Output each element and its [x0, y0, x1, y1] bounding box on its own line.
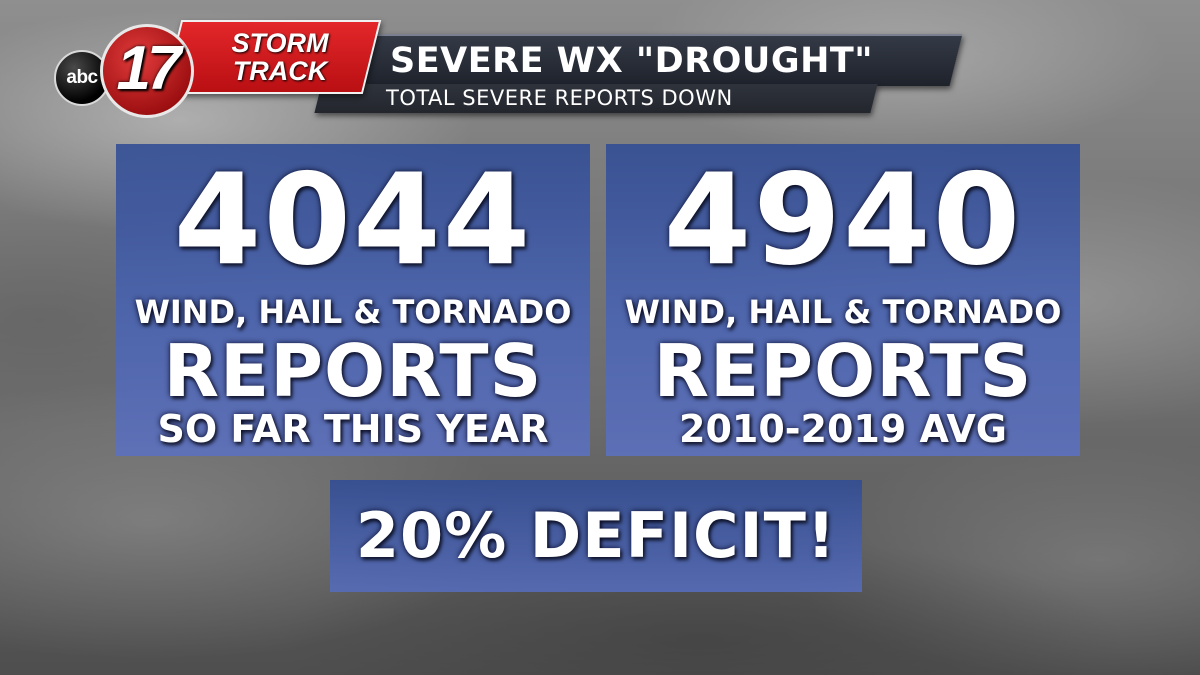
- this-year-panel: 4044 WIND, HAIL & TORNADO REPORTS SO FAR…: [116, 144, 590, 456]
- this-year-reports-label: REPORTS: [163, 329, 543, 413]
- deficit-callout: 20% DEFICIT!: [330, 480, 862, 592]
- this-year-period: SO FAR THIS YEAR: [157, 407, 549, 451]
- stormtrack-badge: STORM TRACK: [190, 20, 370, 94]
- network-label: abc: [66, 67, 98, 88]
- average-panel: 4940 WIND, HAIL & TORNADO REPORTS 2010-2…: [606, 144, 1080, 456]
- average-period: 2010-2019 AVG: [679, 407, 1007, 451]
- this-year-report-types: WIND, HAIL & TORNADO: [134, 293, 572, 331]
- average-reports-label: REPORTS: [653, 329, 1033, 413]
- channel-badge: 17: [100, 24, 194, 118]
- channel-number: 17: [116, 34, 182, 103]
- station-logo: abc 17: [54, 20, 374, 120]
- show-name-line2: TRACK: [232, 56, 328, 86]
- average-report-types: WIND, HAIL & TORNADO: [624, 293, 1062, 331]
- page-title: SEVERE WX "DROUGHT": [390, 41, 873, 81]
- average-count: 4940: [663, 146, 1023, 293]
- show-name-line1: STORM: [231, 28, 329, 58]
- page-subtitle: TOTAL SEVERE REPORTS DOWN: [386, 86, 733, 110]
- this-year-count: 4044: [173, 146, 533, 293]
